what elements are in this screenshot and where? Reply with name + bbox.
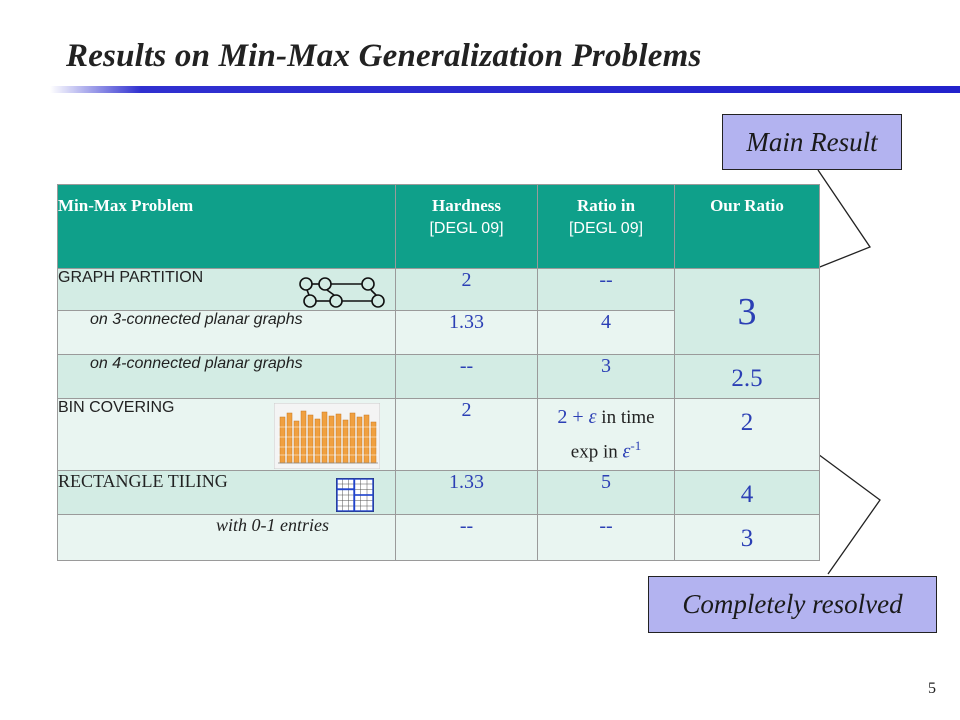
- our-ratio-value: 3: [674, 268, 820, 355]
- exponent: -1: [630, 438, 642, 453]
- hardness-value: 1.33: [395, 470, 538, 515]
- hardness-value: --: [395, 354, 538, 399]
- table-row: on 3-connected planar graphs 1.33 4: [57, 310, 820, 355]
- header-problem: Min-Max Problem: [57, 184, 396, 269]
- slide-title: Results on Min-Max Generalization Proble…: [66, 38, 702, 74]
- row-problem-graph-partition: GRAPH PARTITION: [57, 268, 396, 311]
- results-table: Min-Max Problem Hardness [DEGL 09] Ratio…: [57, 184, 820, 561]
- main-result-callout: Main Result: [722, 114, 902, 170]
- bin-covering-chart-icon: [274, 403, 380, 469]
- table-row: with 0-1 entries -- -- 3: [57, 514, 820, 561]
- ratio-in-value: --: [537, 268, 675, 311]
- hardness-value: 2: [395, 398, 538, 471]
- header-hardness-label: Hardness: [432, 196, 501, 215]
- row-problem-rectangle-tiling: RECTANGLE TILING: [57, 470, 396, 515]
- row-problem-bin-covering: BIN COVERING: [57, 398, 396, 471]
- table-row: BIN COVERING 2: [57, 398, 820, 471]
- epsilon-symbol: ε: [588, 406, 597, 428]
- our-ratio-value: 2.5: [674, 354, 820, 399]
- our-ratio-value: 3: [674, 514, 820, 561]
- epsilon-symbol: ε: [622, 440, 631, 463]
- ratio-in-part: 2 +: [557, 406, 589, 428]
- hardness-value: 1.33: [395, 310, 538, 355]
- header-hardness: Hardness [DEGL 09]: [395, 184, 538, 269]
- problem-label: BIN COVERING: [58, 399, 175, 416]
- ratio-in-value: --: [537, 514, 675, 561]
- row-problem-0-1-entries: with 0-1 entries: [57, 514, 396, 561]
- header-ratio-in-ref: [DEGL 09]: [568, 220, 644, 237]
- graph-partition-icon: [299, 277, 385, 308]
- rectangle-tiling-grid-icon: [336, 478, 374, 512]
- row-problem-3-connected: on 3-connected planar graphs: [57, 310, 396, 355]
- page-number: 5: [928, 680, 936, 697]
- row-problem-4-connected: on 4-connected planar graphs: [57, 354, 396, 399]
- header-our-ratio: Our Ratio: [674, 184, 820, 269]
- problem-label: RECTANGLE TILING: [58, 471, 228, 491]
- hardness-value: 2: [395, 268, 538, 311]
- table-row: on 4-connected planar graphs -- 3 2.5: [57, 354, 820, 399]
- problem-label: GRAPH PARTITION: [58, 269, 204, 286]
- ratio-in-part: in time: [596, 407, 655, 428]
- header-ratio-in: Ratio in [DEGL 09]: [537, 184, 675, 269]
- ratio-in-value: 3: [537, 354, 675, 399]
- ratio-in-value: 2 + ε in time exp in ε-1: [537, 398, 675, 471]
- title-underline: [50, 86, 960, 93]
- table-row: RECTANGLE TILING 1.33 5 4: [57, 470, 820, 515]
- ratio-in-part: exp in: [570, 441, 623, 463]
- table-row: GRAPH PARTITION 2 -- 3: [57, 268, 820, 355]
- ratio-in-value: 5: [537, 470, 675, 515]
- ratio-in-value: 4: [537, 310, 675, 355]
- our-ratio-value: 4: [674, 470, 820, 515]
- our-ratio-value: 2: [674, 398, 820, 471]
- table-header-row: Min-Max Problem Hardness [DEGL 09] Ratio…: [57, 184, 820, 269]
- hardness-value: --: [395, 514, 538, 561]
- header-hardness-ref: [DEGL 09]: [429, 220, 504, 237]
- header-ratio-in-label: Ratio in: [576, 196, 636, 215]
- completely-resolved-callout: Completely resolved: [648, 576, 937, 633]
